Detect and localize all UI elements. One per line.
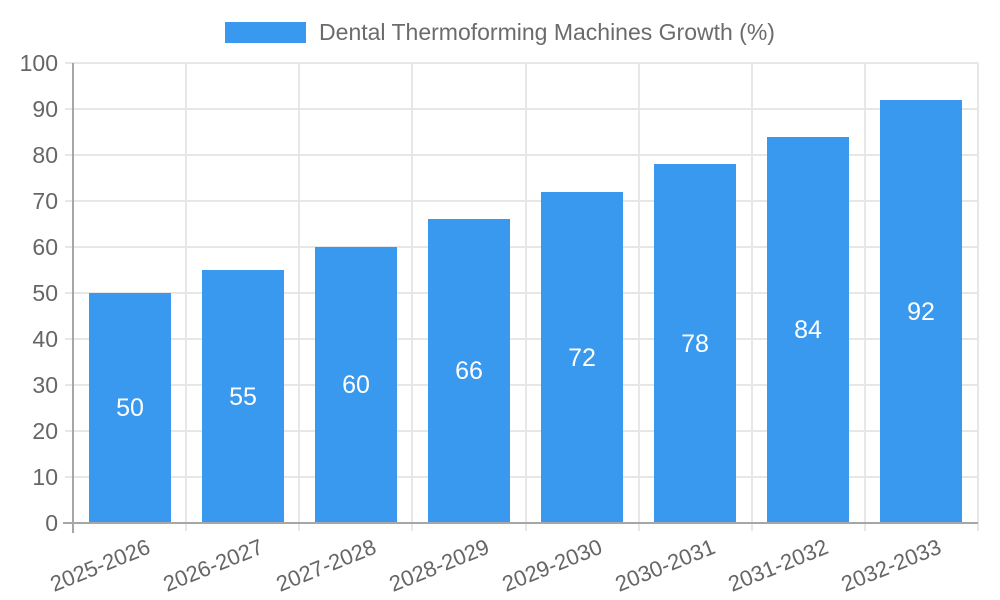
- v-gridline: [298, 63, 300, 531]
- y-tick-label: 70: [32, 188, 58, 214]
- h-gridline: [65, 62, 978, 64]
- v-gridline: [525, 63, 527, 531]
- legend-swatch[interactable]: [225, 22, 307, 43]
- y-tick-label: 90: [32, 96, 58, 122]
- y-tick-label: 40: [32, 326, 58, 352]
- y-tick-label: 50: [32, 280, 58, 306]
- y-axis-line: [72, 63, 74, 533]
- y-tick-label: 30: [32, 372, 58, 398]
- v-gridline: [638, 63, 640, 531]
- x-tick-label: 2026-2027: [159, 534, 267, 597]
- y-tick-label: 20: [32, 418, 58, 444]
- h-gridline: [65, 292, 978, 294]
- bar: [89, 293, 171, 523]
- bar: [315, 247, 397, 523]
- v-gridline: [977, 63, 979, 531]
- x-tick-label: 2025-2026: [46, 534, 154, 597]
- legend-label: Dental Thermoforming Machines Growth (%): [319, 19, 775, 45]
- y-tick-label: 0: [45, 510, 58, 536]
- bar-value-label: 66: [455, 357, 483, 385]
- bar-value-label: 50: [116, 394, 144, 422]
- h-gridline: [65, 338, 978, 340]
- plot-area: 50 55 60 66 72 78 84 92: [65, 62, 979, 531]
- bar: [880, 100, 962, 523]
- bar: [541, 192, 623, 523]
- bar-value-label: 84: [794, 316, 822, 344]
- y-tick-label: 60: [32, 234, 58, 260]
- h-gridline: [65, 154, 978, 156]
- bar-value-label: 78: [681, 330, 709, 358]
- bar: [654, 164, 736, 523]
- x-tick-label: 2029-2030: [498, 534, 606, 597]
- v-gridline: [751, 63, 753, 531]
- bar-value-label: 92: [907, 298, 935, 326]
- x-tick-label: 2027-2028: [272, 534, 380, 597]
- h-gridline: [65, 108, 978, 110]
- v-gridline: [185, 63, 187, 531]
- h-gridline: [65, 476, 978, 478]
- bar: [428, 219, 510, 523]
- x-tick-label: 2031-2032: [724, 534, 832, 597]
- x-tick-label: 2028-2029: [385, 534, 493, 597]
- x-axis-line: [63, 522, 978, 524]
- y-tick-label: 10: [32, 464, 58, 490]
- v-gridline: [411, 63, 413, 531]
- bar: [767, 137, 849, 523]
- x-tick-label: 2032-2033: [837, 534, 945, 597]
- bar-value-label: 60: [342, 371, 370, 399]
- h-gridline: [65, 430, 978, 432]
- h-gridline: [65, 200, 978, 202]
- bar-value-label: 55: [229, 383, 257, 411]
- y-tick-label: 80: [32, 142, 58, 168]
- v-gridline: [864, 63, 866, 531]
- bar-value-label: 72: [568, 344, 596, 372]
- h-gridline: [65, 384, 978, 386]
- h-gridline: [65, 246, 978, 248]
- bar: [202, 270, 284, 523]
- y-tick-label: 100: [19, 50, 58, 76]
- x-tick-label: 2030-2031: [611, 534, 719, 597]
- legend[interactable]: Dental Thermoforming Machines Growth (%): [0, 20, 1000, 45]
